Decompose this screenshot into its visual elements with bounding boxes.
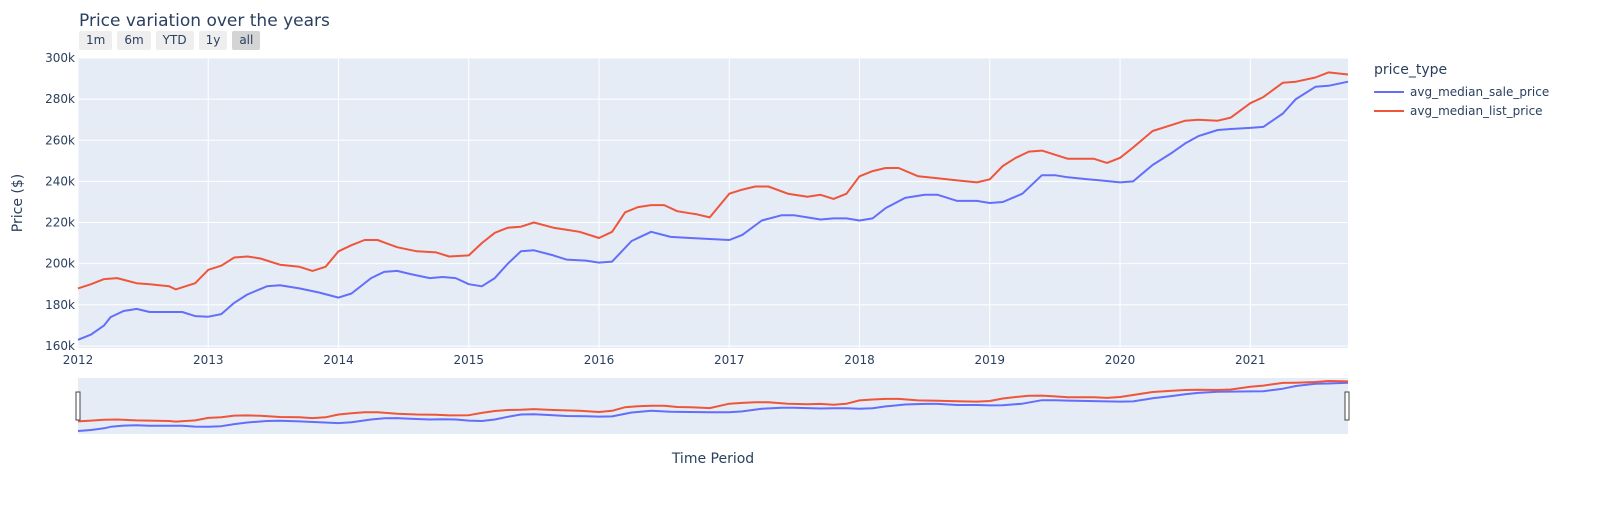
legend-swatch (1374, 90, 1404, 93)
y-tick-label: 160k (45, 339, 75, 353)
range-slider-handle[interactable] (75, 391, 81, 421)
x-tick-label: 2017 (714, 353, 745, 367)
x-axis-title: Time Period (671, 451, 755, 467)
legend-label: avg_median_list_price (1410, 103, 1543, 118)
range-button-ytd[interactable]: YTD (155, 31, 194, 50)
x-tick-label: 2014 (323, 353, 354, 367)
slider-line-avg_median_sale_price (77, 381, 1349, 432)
x-tick-label: 2019 (975, 353, 1006, 367)
series-line-avg_median_list_price (77, 71, 1349, 291)
x-tick-label: 2015 (453, 353, 484, 367)
legend-item-avg_median_sale_price[interactable]: avg_median_sale_price (1374, 82, 1549, 101)
x-tick-label: 2021 (1235, 353, 1266, 367)
series-line-avg_median_sale_price (77, 80, 1349, 341)
y-tick-label: 180k (45, 298, 75, 312)
legend-item-avg_median_list_price[interactable]: avg_median_list_price (1374, 101, 1549, 120)
x-tick-label: 2016 (584, 353, 615, 367)
range-slider[interactable] (78, 378, 1348, 434)
x-tick-labels: 2012 2013 2014 2015 2016 2017 2018 2019 2020 2021 (63, 353, 1266, 367)
range-slider-handles[interactable] (75, 391, 1350, 421)
legend-label: avg_median_sale_price (1410, 84, 1550, 99)
y-tick-label: 240k (45, 174, 75, 188)
range-button-1m[interactable]: 1m (79, 31, 113, 50)
range-button-6m[interactable]: 6m (117, 31, 151, 50)
legend-swatch (1374, 109, 1404, 112)
legend-title: price_type (1374, 62, 1448, 78)
chart-title: Price variation over the years (79, 11, 330, 31)
range-button-1y[interactable]: 1y (198, 31, 228, 50)
y-tick-label: 260k (45, 133, 75, 147)
y-gridlines (78, 57, 1348, 347)
legend: price_type avg_median_sale_price avg_medi… (1374, 62, 1549, 120)
range-slider-handle[interactable] (1344, 391, 1350, 421)
y-tick-label: 300k (45, 51, 75, 65)
range-button-all[interactable]: all (232, 31, 261, 50)
y-tick-label: 200k (45, 257, 75, 271)
x-gridlines (77, 58, 1251, 348)
x-tick-label: 2012 (63, 353, 94, 367)
series-lines (77, 71, 1349, 341)
x-tick-label: 2013 (193, 353, 224, 367)
y-tick-label: 220k (45, 216, 75, 230)
range-selector: 1m 6m YTD 1y all (79, 31, 261, 50)
x-tick-label: 2020 (1105, 353, 1136, 367)
x-tick-label: 2018 (844, 353, 875, 367)
legend-items: avg_median_sale_price avg_median_list_pri… (1374, 82, 1549, 120)
y-axis-title: Price ($) (10, 173, 26, 233)
range-slider-lines (77, 380, 1349, 432)
y-tick-label: 280k (45, 92, 75, 106)
y-tick-labels: 160k 180k 200k 220k 240k 260k 280k 300k (45, 51, 75, 353)
slider-line-avg_median_list_price (77, 380, 1349, 423)
plot-area (78, 58, 1348, 348)
